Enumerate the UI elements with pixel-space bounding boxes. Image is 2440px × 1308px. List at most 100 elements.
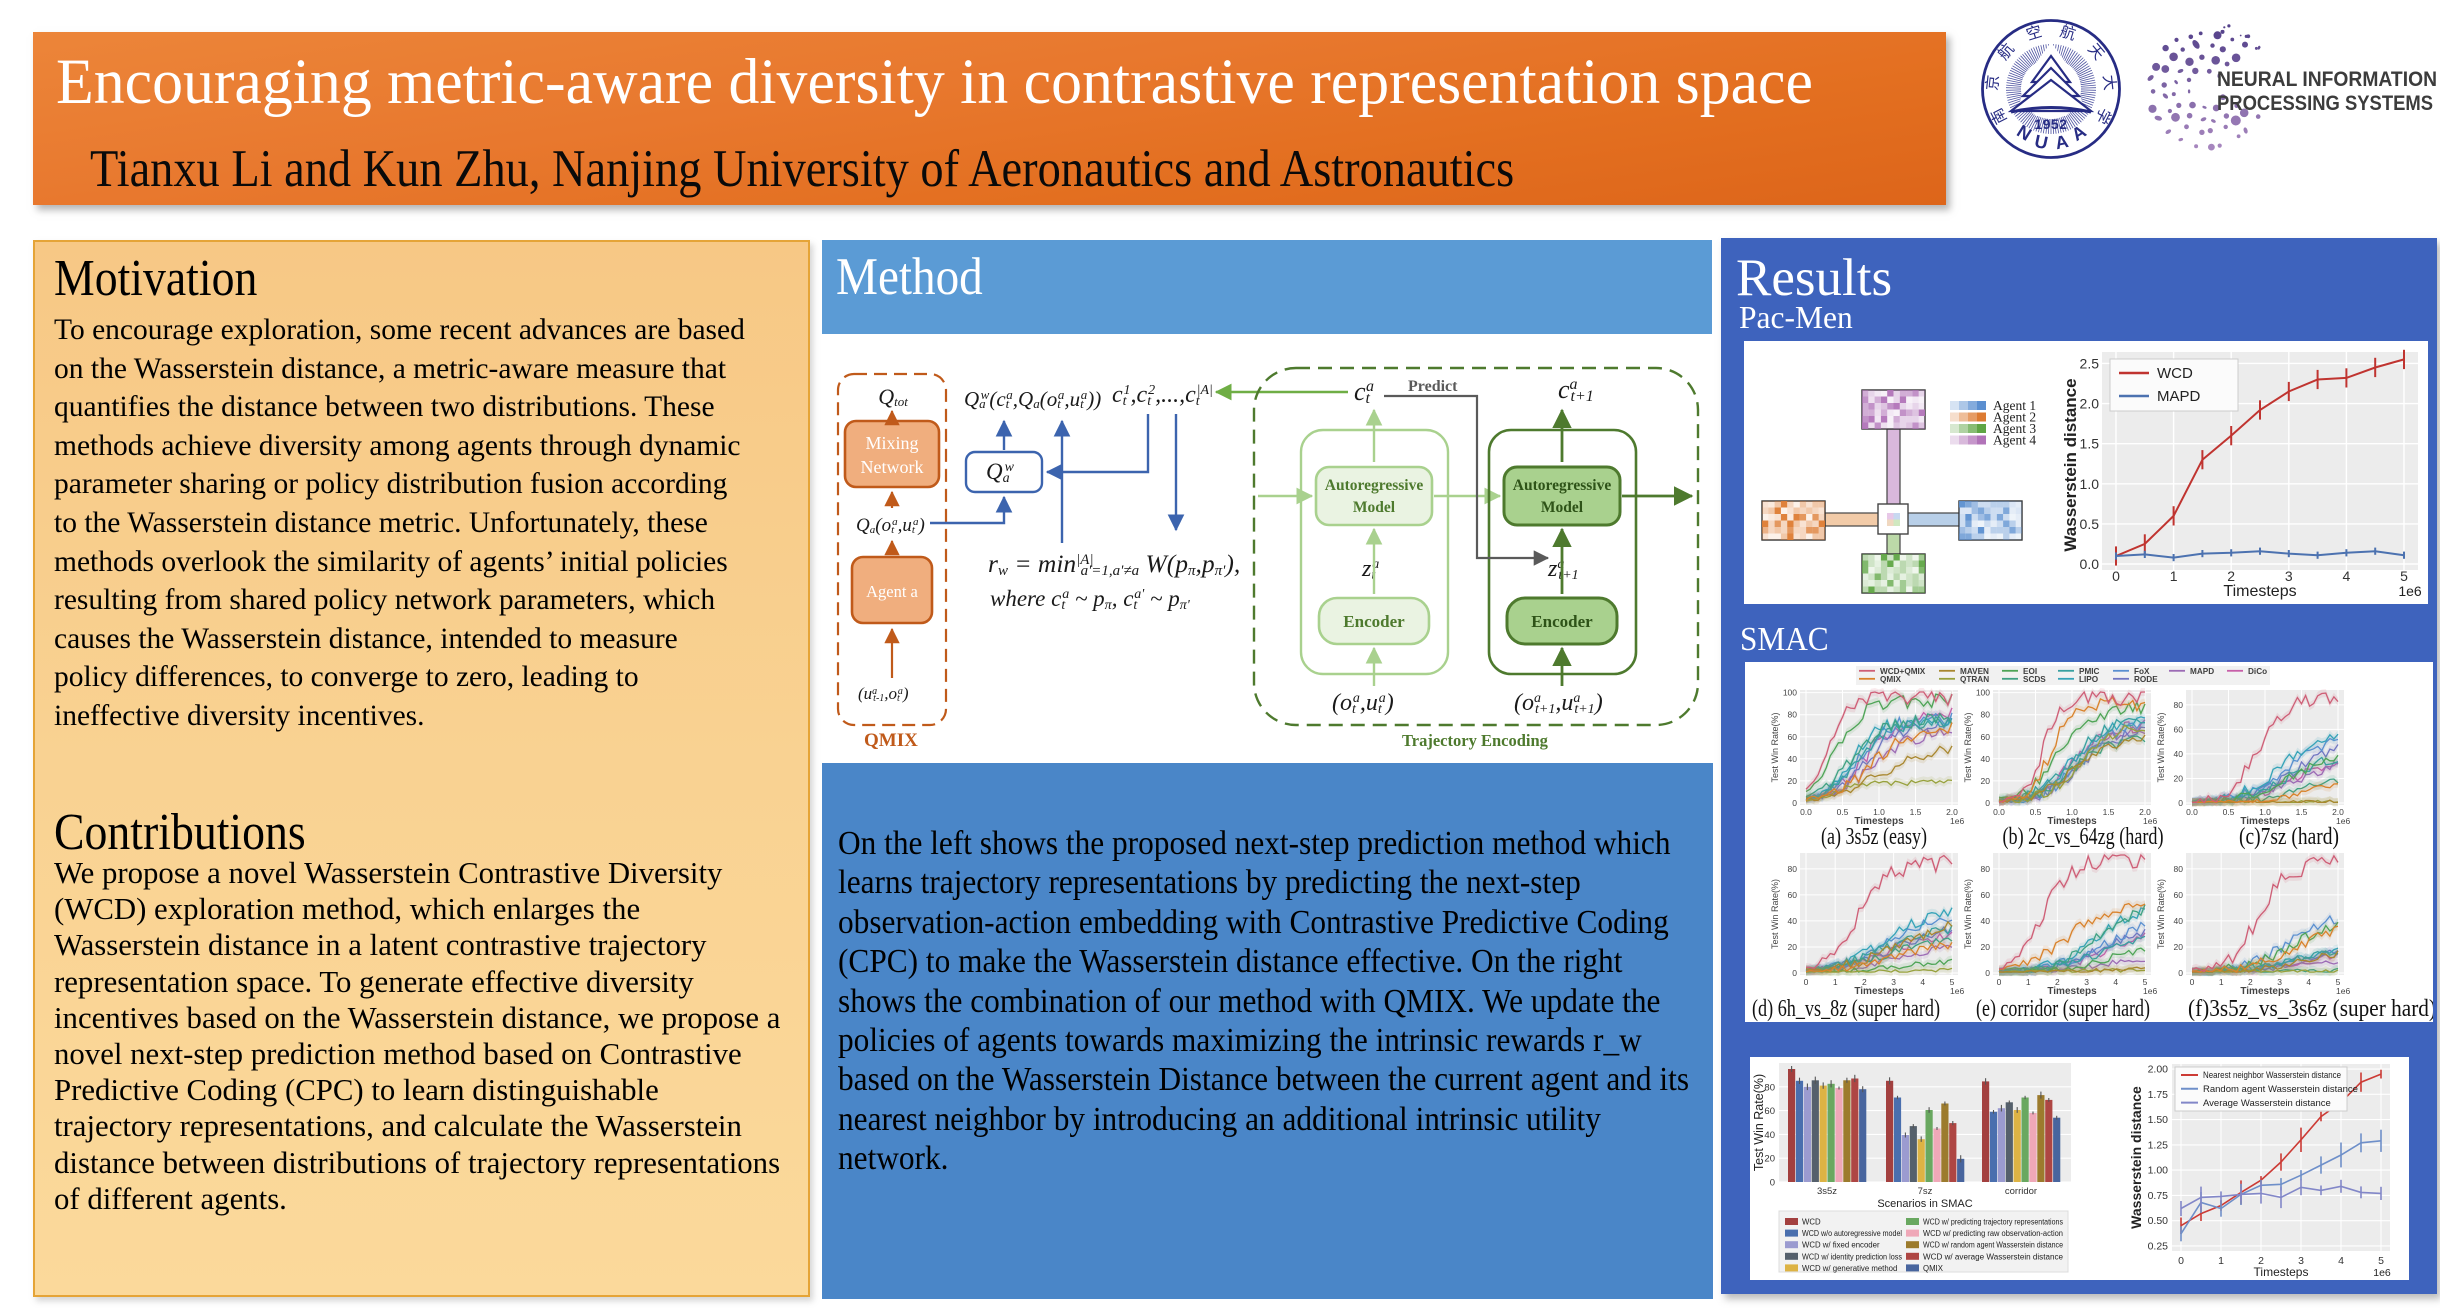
- svg-text:1e6: 1e6: [1950, 986, 1964, 996]
- svg-text:QTRAN: QTRAN: [1960, 675, 1989, 684]
- svg-text:Timesteps: Timesteps: [2240, 986, 2290, 997]
- svg-text:0.50: 0.50: [2148, 1215, 2169, 1227]
- svg-text:WCD: WCD: [2157, 365, 2193, 382]
- svg-text:0: 0: [1770, 1178, 1775, 1189]
- svg-text:航: 航: [2058, 22, 2078, 44]
- svg-text:QMIX: QMIX: [1923, 1264, 1944, 1273]
- svg-text:80: 80: [2174, 864, 2184, 874]
- svg-text:Qaw: Qaw: [986, 459, 1015, 486]
- svg-text:Agent 4: Agent 4: [1993, 433, 2036, 448]
- svg-text:WCD w/ identity prediction los: WCD w/ identity prediction loss: [1802, 1252, 1902, 1261]
- svg-text:60: 60: [2174, 724, 2184, 734]
- svg-text:(oat+1,uat+1): (oa t+1,ua t+1): [1514, 690, 1603, 717]
- svg-text:(d) 6h_vs_8z (super hard): (d) 6h_vs_8z (super hard): [1752, 996, 1940, 1022]
- svg-text:Qtot: Qtot: [878, 384, 908, 409]
- svg-text:Timesteps: Timesteps: [2047, 986, 2097, 997]
- svg-text:0.5: 0.5: [2080, 516, 2100, 532]
- svg-text:1952: 1952: [2034, 116, 2067, 132]
- svg-text:80: 80: [1981, 710, 1991, 720]
- svg-text:1.50: 1.50: [2148, 1114, 2169, 1126]
- svg-text:0: 0: [2178, 1255, 2184, 1267]
- svg-text:7sz: 7sz: [1918, 1186, 1933, 1197]
- svg-text:Qaw(cta,Qa(ota,uta)): Qaw(cta,Qa(ota,uta)): [964, 387, 1101, 411]
- svg-text:20: 20: [2174, 774, 2184, 784]
- svg-text:学: 学: [2091, 105, 2114, 127]
- svg-text:(ota,uta): (ota,uta): [1332, 690, 1394, 717]
- svg-text:1.5: 1.5: [1910, 807, 1922, 817]
- svg-text:zta: zta: [1361, 556, 1379, 583]
- svg-text:4: 4: [2113, 977, 2118, 987]
- svg-text:NEURAL INFORMATION: NEURAL INFORMATION: [2217, 67, 2437, 91]
- svg-text:5: 5: [2336, 977, 2341, 987]
- svg-text:Autoregressive: Autoregressive: [1325, 477, 1424, 494]
- svg-text:2: 2: [2248, 977, 2253, 987]
- svg-text:WCD w/ fixed encoder: WCD w/ fixed encoder: [1802, 1241, 1880, 1250]
- svg-text:Timesteps: Timesteps: [1854, 986, 1904, 997]
- svg-text:WCD w/ random agent Wasserstei: WCD w/ random agent Wasserstein distance: [1923, 1241, 2063, 1250]
- svg-text:40: 40: [1981, 754, 1991, 764]
- svg-text:0: 0: [2190, 977, 2195, 987]
- svg-text:40: 40: [1788, 916, 1798, 926]
- svg-text:rw = min|A|a'=1,a'≠a W(pπ,pπ'): rw = min|A| a'=1,a'≠a W(pπ,pπ'),: [988, 549, 1240, 579]
- svg-text:Test Win Rate(%): Test Win Rate(%): [1770, 712, 1780, 782]
- svg-text:Qa(ota,uta): Qa(ota,uta): [856, 515, 925, 536]
- svg-text:SCDS: SCDS: [2023, 675, 2046, 684]
- svg-text:Agent 1: Agent 1: [1993, 398, 2036, 413]
- svg-text:80: 80: [1981, 864, 1991, 874]
- svg-text:20: 20: [1981, 942, 1991, 952]
- svg-text:Timesteps: Timesteps: [1854, 816, 1904, 827]
- svg-text:Encoder: Encoder: [1343, 612, 1405, 631]
- svg-text:FoX: FoX: [2134, 667, 2150, 676]
- svg-text:(c)7sz (hard): (c)7sz (hard): [2239, 824, 2339, 850]
- svg-text:4: 4: [1920, 977, 1925, 987]
- svg-text:0.75: 0.75: [2148, 1190, 2169, 1202]
- svg-text:Timesteps: Timesteps: [2240, 816, 2290, 827]
- svg-text:0.0: 0.0: [2186, 807, 2198, 817]
- svg-text:Agent 2: Agent 2: [1993, 410, 2036, 425]
- svg-text:0.0: 0.0: [2080, 556, 2100, 572]
- svg-text:1e6: 1e6: [2143, 986, 2157, 996]
- svg-text:1.75: 1.75: [2148, 1089, 2169, 1101]
- svg-text:where cta ~ pπ, cta' ~ pπ': where cta ~ pπ, cta' ~ pπ': [990, 586, 1191, 613]
- svg-text:2: 2: [2055, 977, 2060, 987]
- svg-text:3: 3: [1891, 977, 1896, 987]
- svg-text:0: 0: [1804, 977, 1809, 987]
- svg-text:20: 20: [1981, 776, 1991, 786]
- svg-text:1e6: 1e6: [2398, 583, 2422, 599]
- svg-text:Network: Network: [861, 457, 924, 477]
- svg-text:1.0: 1.0: [2066, 807, 2078, 817]
- svg-text:EOI: EOI: [2023, 667, 2037, 676]
- svg-text:0.5: 0.5: [2030, 807, 2042, 817]
- svg-text:0: 0: [1985, 968, 1990, 978]
- svg-text:0: 0: [2112, 568, 2120, 584]
- svg-text:Scenarios in SMAC: Scenarios in SMAC: [1877, 1198, 1972, 1210]
- svg-text:大: 大: [2099, 74, 2119, 91]
- svg-text:1.0: 1.0: [2259, 807, 2271, 817]
- svg-text:80: 80: [1764, 1082, 1775, 1093]
- svg-text:1: 1: [2170, 568, 2178, 584]
- svg-text:3: 3: [2298, 1255, 2304, 1267]
- svg-text:MAVEN: MAVEN: [1960, 667, 1989, 676]
- svg-text:WCD+QMIX: WCD+QMIX: [1880, 667, 1926, 676]
- svg-text:3: 3: [2285, 568, 2293, 584]
- svg-text:Model: Model: [1353, 499, 1396, 516]
- svg-text:Timesteps: Timesteps: [2254, 1265, 2309, 1279]
- svg-text:40: 40: [1981, 916, 1991, 926]
- svg-text:ct1,ct2,...,ct|A|: ct1,ct2,...,ct|A|: [1112, 382, 1213, 409]
- svg-text:1: 1: [1833, 977, 1838, 987]
- svg-text:京: 京: [1983, 74, 2003, 91]
- svg-text:Mixing: Mixing: [865, 433, 918, 453]
- svg-text:2: 2: [2258, 1255, 2264, 1267]
- svg-text:60: 60: [1981, 732, 1991, 742]
- svg-text:1: 1: [2026, 977, 2031, 987]
- svg-text:Average Wasserstein distance: Average Wasserstein distance: [2203, 1098, 2331, 1109]
- svg-text:3: 3: [2084, 977, 2089, 987]
- svg-text:2.0: 2.0: [2080, 396, 2100, 412]
- svg-text:5: 5: [2143, 977, 2148, 987]
- svg-text:Test Win Rate(%): Test Win Rate(%): [2156, 879, 2166, 949]
- svg-text:MAPD: MAPD: [2190, 667, 2214, 676]
- svg-text:0.25: 0.25: [2148, 1240, 2169, 1252]
- svg-text:40: 40: [1788, 754, 1798, 764]
- svg-text:RODE: RODE: [2134, 675, 2158, 684]
- svg-text:1.25: 1.25: [2148, 1139, 2169, 1151]
